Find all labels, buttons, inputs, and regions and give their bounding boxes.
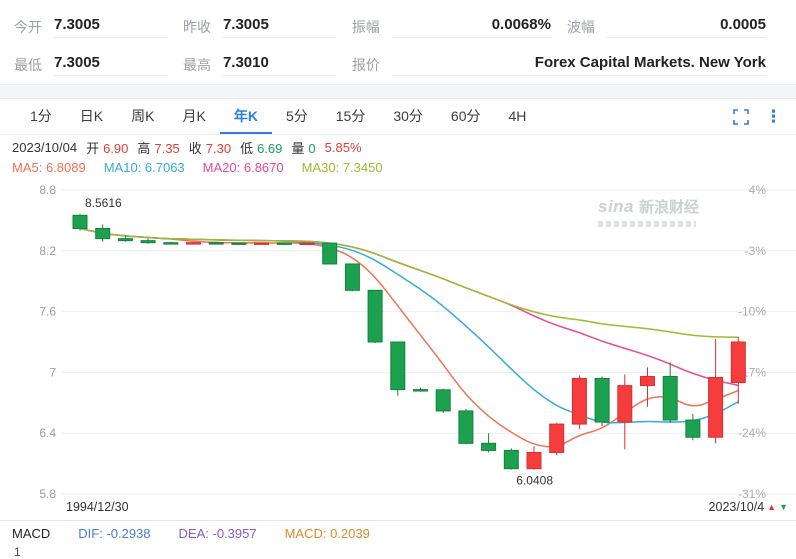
svg-text:7: 7 [49, 365, 56, 379]
sina-logo-text: sina [598, 197, 635, 217]
svg-text:-3%: -3% [745, 244, 767, 258]
up-triangle-icon: ▲ [767, 502, 777, 513]
quote-label: 报价 [351, 57, 380, 73]
svg-text:8.8: 8.8 [39, 183, 56, 197]
tab-year-k[interactable]: 年K [219, 99, 272, 135]
quote-row-1: 今开 7.3005 昨收 7.3005 振幅 0.0068% 波幅 0.0005 [14, 8, 782, 46]
dea-value: DEA: -0.3957 [178, 526, 257, 541]
watermark-logo: sina 新浪财经 [598, 196, 699, 217]
quote-label: 波幅 [566, 19, 595, 35]
tab-month-k[interactable]: 月K [182, 107, 206, 124]
quote-row-2: 最低 7.3005 最高 7.3010 报价 Forex Capital Mar… [14, 46, 782, 84]
macd-indicator-bar: MACD DIF: -0.2938 DEA: -0.3957 MACD: 0.2… [0, 520, 796, 545]
sina-finance-text: 新浪财经 [639, 199, 700, 217]
macd-pane-selector[interactable]: MACD [12, 526, 51, 541]
fullscreen-icon[interactable] [733, 108, 749, 125]
ma10-legend: MA10: 6.7063 [103, 160, 185, 176]
svg-text:5.8: 5.8 [39, 487, 56, 501]
tab-bar-icons: ⋮ [733, 99, 782, 134]
quote-cell-today-open: 今开 7.3005 [14, 13, 183, 41]
svg-text:-24%: -24% [738, 426, 766, 440]
tab-30min[interactable]: 30分 [393, 107, 423, 124]
period-tab-bar: 1分 日K 周K 月K 年K 5分 15分 30分 60分 4H ⋮ [0, 98, 796, 136]
quote-value: 7.3005 [222, 16, 336, 38]
macd-value: MACD: 0.2039 [284, 526, 370, 541]
svg-text:8.5616: 8.5616 [85, 196, 122, 210]
x-axis-row: 1994/12/30 2023/10/4 ▲ ▼ [0, 499, 796, 515]
sina-watermark: sina 新浪财经 [598, 196, 699, 228]
ohlc-high: 高 7.35 [137, 141, 180, 157]
x-axis-end-date: 2023/10/4 [708, 500, 765, 515]
quote-cell-amplitude: 振幅 0.0068% [352, 13, 567, 41]
quote-cell-prev-close: 昨收 7.3005 [183, 13, 352, 41]
tab-day-k[interactable]: 日K [79, 107, 104, 124]
candlestick-chart[interactable]: 8.8 4%8.2 -3%7.6 -10%7 -17%6.4 -24%5.8 -31%8.5… [0, 176, 796, 504]
down-triangle-icon: ▼ [779, 502, 788, 513]
ohlc-date: 2023/10/04 [12, 140, 78, 156]
ohlc-close: 收 7.30 [188, 141, 232, 157]
quote-cell-range: 波幅 0.0005 [567, 13, 782, 41]
dif-value: DIF: -0.2938 [78, 526, 151, 541]
svg-text:6.4: 6.4 [39, 426, 56, 440]
quote-value: 7.3010 [222, 54, 336, 76]
ma30-legend: MA30: 7.3450 [301, 160, 383, 176]
x-axis-end-group: 2023/10/4 ▲ ▼ [709, 500, 788, 514]
quote-label: 最高 [182, 57, 211, 73]
watermark-tagline [598, 221, 696, 228]
quote-cell-low: 最低 7.3005 [14, 51, 183, 79]
tab-4h[interactable]: 4H [508, 107, 527, 124]
svg-text:4%: 4% [749, 183, 767, 197]
ma5-legend: MA5: 6.8089 [12, 160, 86, 176]
more-menu-icon[interactable]: ⋮ [765, 107, 782, 127]
quote-value: Forex Capital Markets. New York [391, 54, 766, 76]
tab-15min[interactable]: 15分 [335, 107, 366, 124]
svg-text:6.0408: 6.0408 [516, 474, 553, 488]
ma-legend-row: MA5: 6.8089 MA10: 6.7063 MA20: 6.8670 MA… [0, 156, 796, 176]
quote-value: 7.3005 [54, 16, 167, 38]
quote-value: 0.0005 [606, 16, 766, 38]
ohlc-open: 开 6.90 [86, 141, 129, 157]
divider-strip [0, 84, 796, 99]
svg-text:8.2: 8.2 [39, 244, 56, 258]
quote-panel: 今开 7.3005 昨收 7.3005 振幅 0.0068% 波幅 0.0005… [0, 0, 796, 84]
quote-value: 7.3005 [54, 54, 167, 76]
svg-text:-31%: -31% [738, 487, 766, 501]
tab-1min[interactable]: 1分 [30, 107, 52, 124]
quote-cell-source: 报价 Forex Capital Markets. New York [352, 51, 782, 79]
chart-area: sina 新浪财经 8.8 4% 8.2 -3% 7.6 -10% 7 -17% 6.4 -24%… [0, 176, 796, 501]
ohlc-low: 低 6.69 [240, 141, 283, 157]
svg-text:-10%: -10% [738, 305, 766, 319]
svg-text:7.6: 7.6 [39, 305, 56, 319]
ma20-legend: MA20: 6.8670 [202, 160, 284, 176]
ohlc-change-percent: 5.85% [324, 140, 362, 156]
tab-week-k[interactable]: 周K [131, 107, 155, 124]
quote-label: 今开 [14, 19, 42, 35]
x-axis-start-date: 1994/12/30 [66, 500, 129, 515]
indicator-scale-label: 1 [14, 545, 21, 559]
quote-cell-high: 最高 7.3010 [183, 51, 352, 79]
tab-5min[interactable]: 5分 [285, 107, 308, 124]
quote-label: 振幅 [351, 19, 380, 35]
quote-label: 最低 [14, 57, 42, 73]
quote-value: 0.0068% [391, 16, 551, 38]
quote-label: 昨收 [182, 19, 211, 35]
tab-60min[interactable]: 60分 [450, 107, 481, 124]
